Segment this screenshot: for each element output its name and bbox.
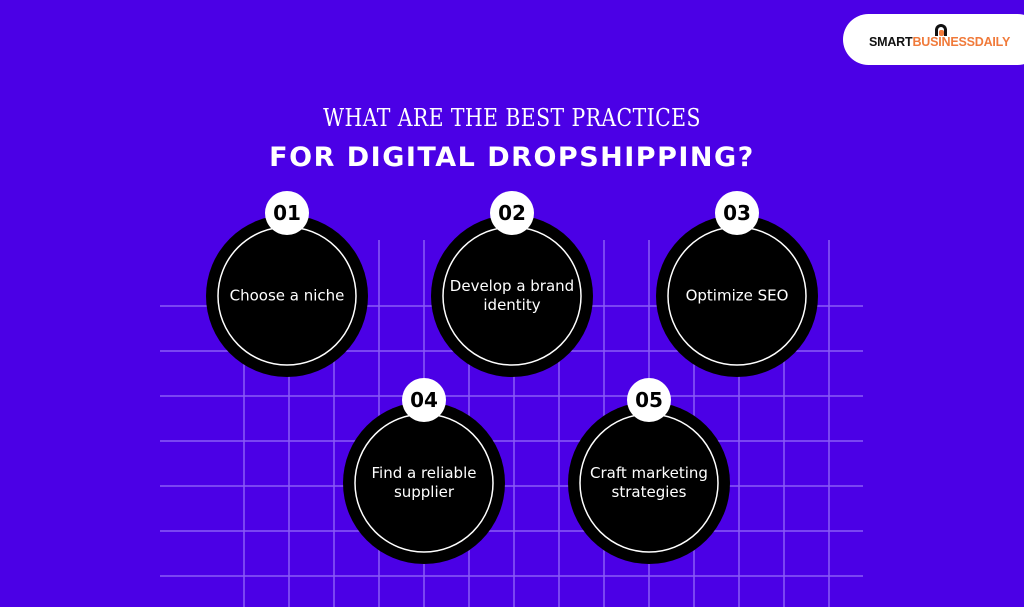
step-circle [656, 215, 818, 377]
step-label: Find a reliable supplier [371, 464, 477, 501]
step-label: Craft marketing strategies [590, 464, 708, 501]
step-circle [568, 402, 730, 564]
step-number-badge: 05 [627, 378, 671, 422]
step-label: Develop a brand identity [449, 277, 575, 314]
step-circle [431, 215, 593, 377]
step-number-badge: 04 [402, 378, 446, 422]
step-number-badge: 02 [490, 191, 534, 235]
logo-dot-icon [939, 30, 944, 36]
step-circle [206, 215, 368, 377]
step-number-badge: 03 [715, 191, 759, 235]
logo-text-smart: SMART [869, 35, 913, 49]
logo-text-businessdaily: BUSINESSDAILY [912, 35, 1011, 49]
logo-mark-icon [935, 24, 947, 36]
step-circle [343, 402, 505, 564]
title-line-1: WHAT ARE THE BEST PRACTICES [323, 104, 701, 132]
step-number-badge: 01 [265, 191, 309, 235]
step-label: Optimize SEO [685, 286, 789, 305]
step-label: Choose a niche [229, 286, 345, 305]
logo: SMARTBUSINESSDAILY [843, 14, 1024, 65]
title-line-2: FOR DIGITAL DROPSHIPPING? [269, 142, 755, 173]
